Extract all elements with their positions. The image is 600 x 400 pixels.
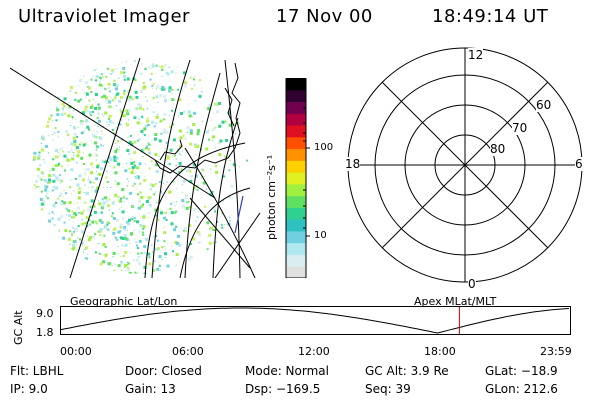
colorbar-cell <box>286 242 306 255</box>
time-label: 18:49:14 UT <box>432 6 549 27</box>
apex-mlat-mlt-label: Apex MLat/MLT <box>414 295 497 308</box>
gain-info: Gain: 13 <box>125 382 176 396</box>
polar-label-12: 12 <box>468 48 484 62</box>
door-info: Door: Closed <box>125 364 202 378</box>
colorbar-tick-100: 100 <box>314 142 334 153</box>
colorbar-cell <box>286 183 306 197</box>
colorbar-tick-10: 10 <box>314 230 327 241</box>
dsp-info: Dsp: −169.5 <box>245 382 321 396</box>
colorbar-cell <box>286 172 306 185</box>
ip-info: IP: 9.0 <box>10 382 48 396</box>
glon-info: GLon: 212.6 <box>485 382 558 396</box>
colorbar-cell <box>286 207 306 220</box>
seq-info: Seq: 39 <box>365 382 411 396</box>
colorbar-cell <box>286 89 306 103</box>
polar-label-18: 18 <box>345 157 361 171</box>
colorbar-cell <box>286 101 306 114</box>
filter-info: Flt: LBHL <box>10 364 64 378</box>
glat-info: GLat: −18.9 <box>485 364 558 378</box>
polar-label-6: 6 <box>575 157 583 171</box>
coastline <box>154 62 241 174</box>
colorbar-cell <box>286 266 306 278</box>
timeline-xtick-0600: 06:00 <box>172 345 204 358</box>
timeline-xtick-0000: 00:00 <box>60 345 92 358</box>
colorbar-cell <box>286 148 306 161</box>
polar-diagonal-2 <box>381 81 549 249</box>
timeline-xtick-2359: 23:59 <box>540 345 572 358</box>
colorbar-cell <box>286 230 306 244</box>
colorbar-cell <box>286 254 306 267</box>
date-label: 17 Nov 00 <box>276 6 373 27</box>
colorbar-unit-label: photon cm⁻²s⁻¹ <box>265 154 278 240</box>
colorbar-cell <box>286 125 306 138</box>
colorbar <box>285 78 310 278</box>
timeline-axis-title: GC Alt <box>12 310 25 345</box>
timeline-plot <box>60 306 571 335</box>
mode-info: Mode: Normal <box>245 364 329 378</box>
polar-label-80: 80 <box>490 142 506 156</box>
timeline-xtick-1200: 12:00 <box>298 345 330 358</box>
instrument-title: Ultraviolet Imager <box>18 6 190 27</box>
timeline-ytick-1-8: 1.8 <box>36 326 54 339</box>
colorbar-scale <box>286 78 306 278</box>
altitude-curve <box>60 307 570 334</box>
polar-plot <box>347 47 583 283</box>
colorbar-cell <box>286 78 306 91</box>
timeline-xtick-1800: 18:00 <box>424 345 456 358</box>
colorbar-cell <box>286 219 306 232</box>
uv-image-panel <box>10 57 261 278</box>
uv-emission-speckles <box>32 59 248 274</box>
terminator-line <box>234 195 244 234</box>
polar-label-60: 60 <box>536 98 552 112</box>
colorbar-cell <box>286 113 306 126</box>
colorbar-cell <box>286 195 306 208</box>
polar-label-70: 70 <box>512 121 528 135</box>
geographic-latlon-label: Geographic Lat/Lon <box>70 295 178 308</box>
colorbar-cell <box>286 136 306 150</box>
geographic-grid-lines <box>10 57 261 278</box>
timeline-ytick-9: 9.0 <box>36 307 54 320</box>
colorbar-cell <box>286 160 306 173</box>
polar-label-0: 0 <box>468 277 476 291</box>
gc-alt-info: GC Alt: 3.9 Re <box>365 364 449 378</box>
